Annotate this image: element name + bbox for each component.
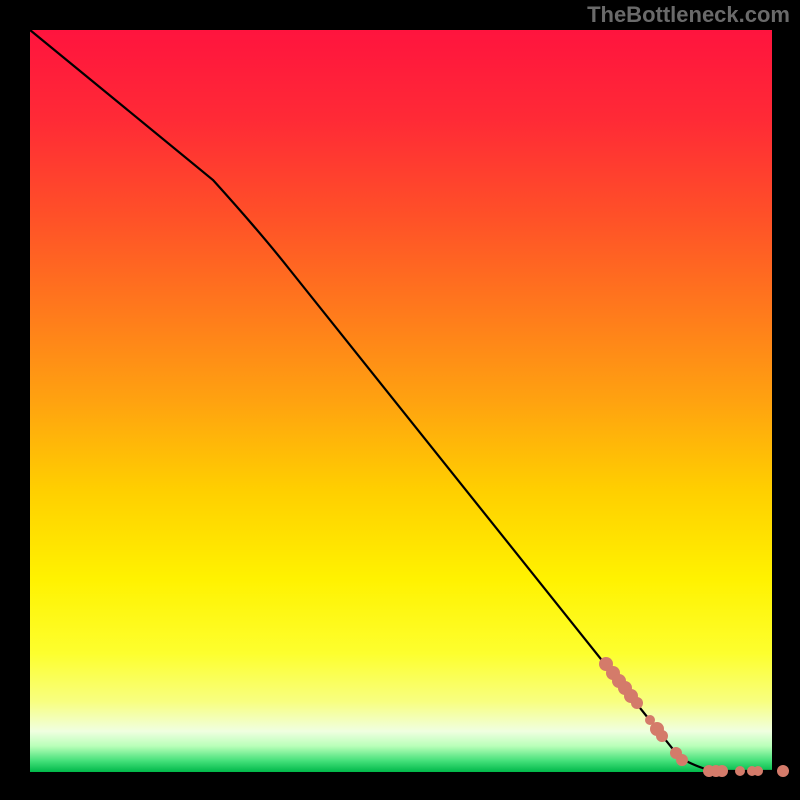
data-point [777, 765, 789, 777]
data-point [735, 766, 745, 776]
data-point [676, 754, 688, 766]
data-point [631, 697, 643, 709]
bottleneck-chart [0, 0, 800, 800]
data-point [716, 765, 728, 777]
chart-stage: TheBottleneck.com [0, 0, 800, 800]
watermark-text: TheBottleneck.com [587, 2, 790, 28]
data-point [753, 766, 763, 776]
data-point [656, 730, 668, 742]
gradient-background [30, 30, 772, 772]
